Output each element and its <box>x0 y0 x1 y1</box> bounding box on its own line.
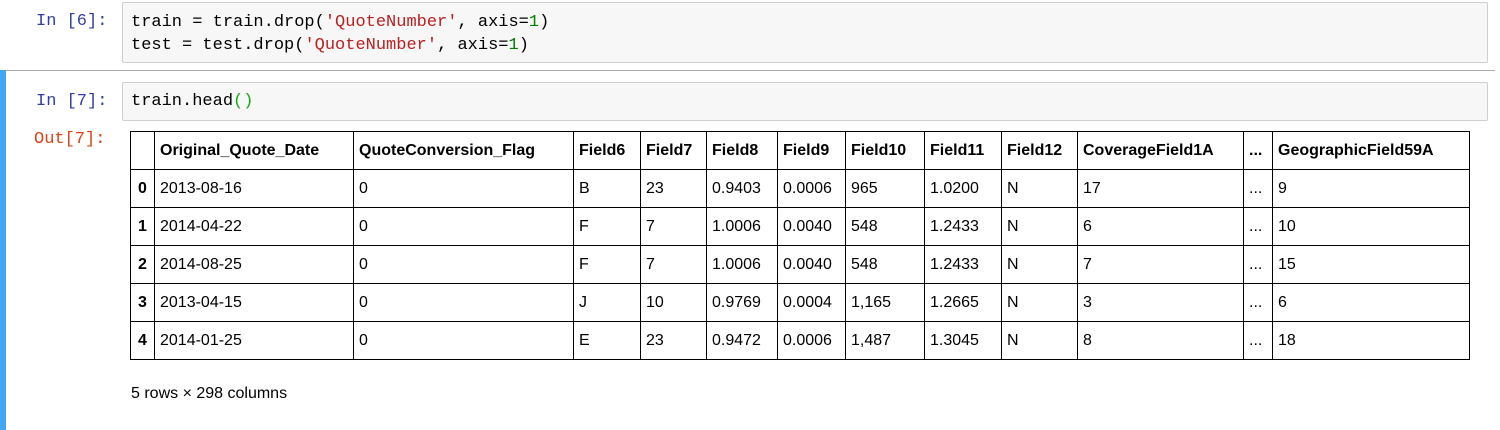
code-line: train.head() <box>131 92 254 111</box>
table-cell: 0 <box>353 207 574 246</box>
table-cell: 2013-04-15 <box>154 283 354 322</box>
table-cell: 548 <box>845 245 925 284</box>
input-prompt: In [6]: <box>36 12 108 31</box>
table-cell: 2013-08-16 <box>154 169 354 208</box>
table-cell: F <box>573 207 641 246</box>
table-cell: N <box>1001 245 1078 284</box>
table-cell: 1.0200 <box>924 169 1002 208</box>
table-row: 0 2013-08-16 0 B 23 0.9403 0.0006 965 1.… <box>130 169 1470 208</box>
column-header: Field8 <box>706 131 778 170</box>
table-cell: 15 <box>1272 245 1470 284</box>
table-cell: 7 <box>640 207 707 246</box>
cell-selection-bar <box>0 70 6 430</box>
table-cell: 0 <box>353 245 574 284</box>
table-cell: 0.0006 <box>777 321 846 360</box>
column-header: CoverageField1A <box>1077 131 1244 170</box>
code-input[interactable]: train.head() <box>122 82 1488 121</box>
table-row: 1 2014-04-22 0 F 7 1.0006 0.0040 548 1.2… <box>130 207 1470 246</box>
table-cell: 1.2665 <box>924 283 1002 322</box>
table-cell: 23 <box>640 169 707 208</box>
table-row: 3 2013-04-15 0 J 10 0.9769 0.0004 1,165 … <box>130 283 1470 322</box>
table-cell: ... <box>1243 169 1273 208</box>
table-cell: 548 <box>845 207 925 246</box>
table-cell: 2014-04-22 <box>154 207 354 246</box>
table-cell: 8 <box>1077 321 1244 360</box>
table-cell: 1,487 <box>845 321 925 360</box>
code-input[interactable]: train = train.drop('QuoteNumber', axis=1… <box>122 2 1488 63</box>
table-header-row: Original_Quote_Date QuoteConversion_Flag… <box>130 131 1470 170</box>
column-header: Field10 <box>845 131 925 170</box>
table-cell: 1.2433 <box>924 245 1002 284</box>
table-row: 2 2014-08-25 0 F 7 1.0006 0.0040 548 1.2… <box>130 245 1470 284</box>
table-cell: 0 <box>353 283 574 322</box>
table-cell: 0 <box>353 321 574 360</box>
table-cell: 0.9769 <box>706 283 778 322</box>
table-cell: N <box>1001 321 1078 360</box>
column-header: Field6 <box>573 131 641 170</box>
table-row: 4 2014-01-25 0 E 23 0.9472 0.0006 1,487 … <box>130 321 1470 360</box>
table-cell: 0.0004 <box>777 283 846 322</box>
table-cell: 6 <box>1272 283 1470 322</box>
table-cell: ... <box>1243 283 1273 322</box>
row-index: 4 <box>130 321 155 360</box>
table-cell: 1.0006 <box>706 207 778 246</box>
table-cell: 10 <box>640 283 707 322</box>
dataframe-table: Original_Quote_Date QuoteConversion_Flag… <box>130 131 1470 360</box>
output-prompt: Out[7]: <box>34 130 106 149</box>
table-cell: B <box>573 169 641 208</box>
row-index: 3 <box>130 283 155 322</box>
table-cell: 9 <box>1272 169 1470 208</box>
table-cell: 6 <box>1077 207 1244 246</box>
notebook-cell-7[interactable] <box>0 70 1495 430</box>
column-header: Field9 <box>777 131 846 170</box>
row-index: 1 <box>130 207 155 246</box>
column-header: ... <box>1243 131 1273 170</box>
table-cell: N <box>1001 207 1078 246</box>
table-cell: ... <box>1243 207 1273 246</box>
table-cell: 1.3045 <box>924 321 1002 360</box>
table-cell: 1.0006 <box>706 245 778 284</box>
column-header: Field12 <box>1001 131 1078 170</box>
table-cell: ... <box>1243 245 1273 284</box>
row-index: 0 <box>130 169 155 208</box>
table-cell: E <box>573 321 641 360</box>
column-header: Original_Quote_Date <box>154 131 354 170</box>
column-header: QuoteConversion_Flag <box>353 131 574 170</box>
table-cell: 0.9403 <box>706 169 778 208</box>
column-header: GeographicField59A <box>1272 131 1470 170</box>
table-cell: 2014-01-25 <box>154 321 354 360</box>
table-cell: F <box>573 245 641 284</box>
table-cell: 0 <box>353 169 574 208</box>
table-cell: 1.2433 <box>924 207 1002 246</box>
column-header: Field11 <box>924 131 1002 170</box>
table-cell: 17 <box>1077 169 1244 208</box>
table-cell: 0.0040 <box>777 207 846 246</box>
table-cell: 3 <box>1077 283 1244 322</box>
column-header: Field7 <box>640 131 707 170</box>
row-index: 2 <box>130 245 155 284</box>
table-cell: 7 <box>1077 245 1244 284</box>
table-cell: 7 <box>640 245 707 284</box>
table-cell: N <box>1001 169 1078 208</box>
table-cell: 0.0006 <box>777 169 846 208</box>
input-prompt: In [7]: <box>36 92 108 111</box>
table-cell: N <box>1001 283 1078 322</box>
table-cell: 2014-08-25 <box>154 245 354 284</box>
table-cell: 0.0040 <box>777 245 846 284</box>
table-cell: 1,165 <box>845 283 925 322</box>
code-line: test = test.drop('QuoteNumber', axis=1) <box>131 36 529 55</box>
code-line: train = train.drop('QuoteNumber', axis=1… <box>131 13 550 32</box>
table-cell: 18 <box>1272 321 1470 360</box>
table-cell: J <box>573 283 641 322</box>
table-cell: 10 <box>1272 207 1470 246</box>
table-cell: 965 <box>845 169 925 208</box>
table-cell: ... <box>1243 321 1273 360</box>
index-header <box>130 131 155 170</box>
notebook-cell-6[interactable]: In [6]: train = train.drop('QuoteNumber'… <box>0 0 1500 68</box>
table-cell: 0.9472 <box>706 321 778 360</box>
dataframe-shape-caption: 5 rows × 298 columns <box>131 385 288 402</box>
table-cell: 23 <box>640 321 707 360</box>
